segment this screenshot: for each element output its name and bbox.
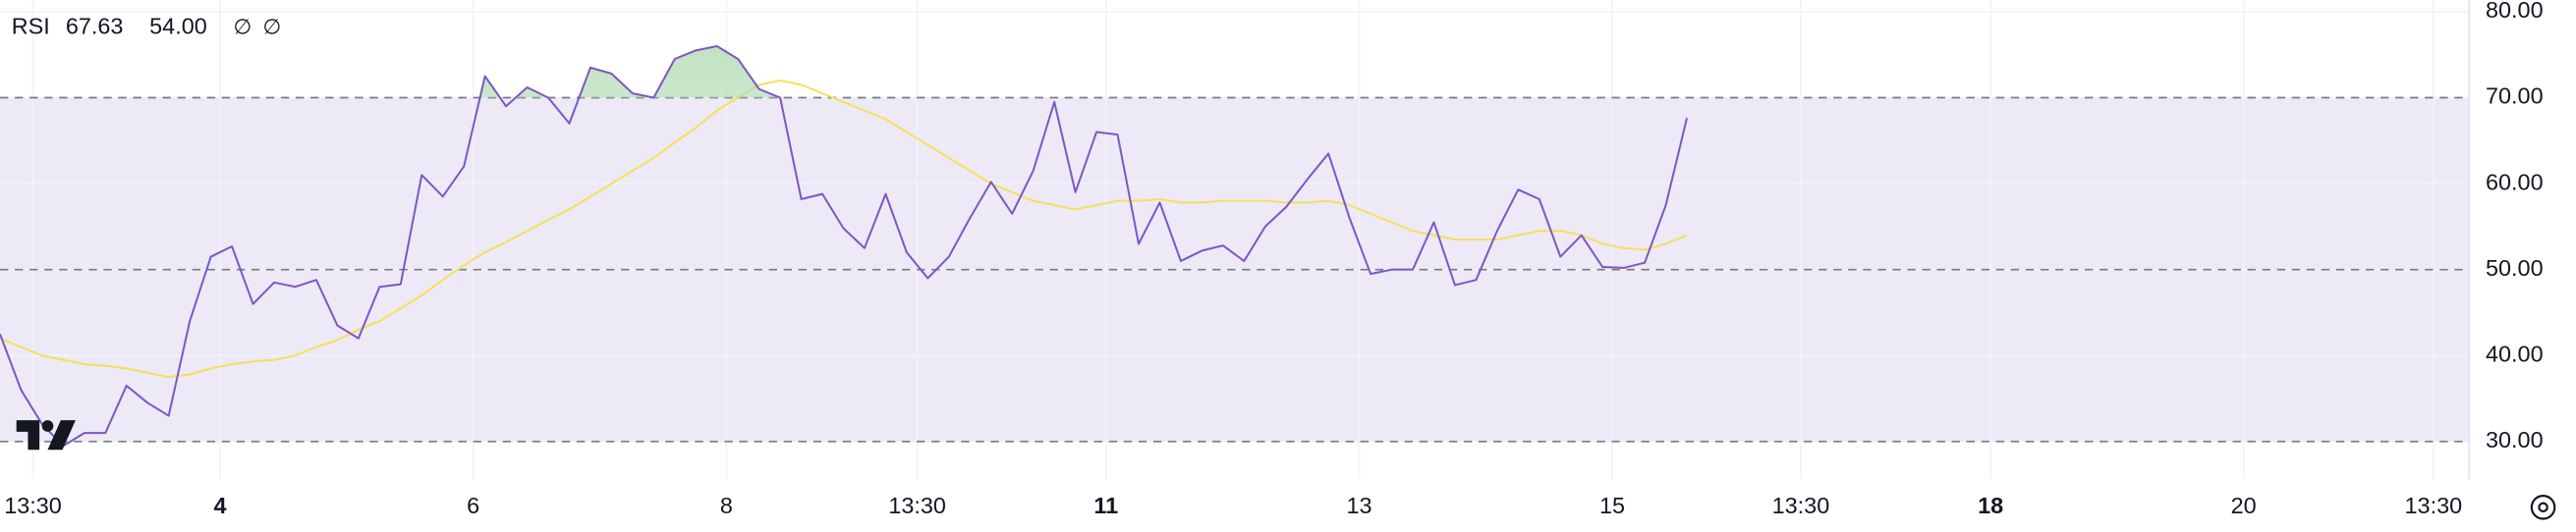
y-tick-label: 80.00 (2486, 0, 2544, 23)
legend-title: RSI (12, 14, 50, 39)
x-tick-label: 20 (2231, 493, 2257, 518)
x-tick-label: 13:30 (1772, 493, 1830, 518)
x-tick-label: 6 (467, 493, 479, 518)
y-tick-label: 60.00 (2486, 169, 2544, 194)
x-tick-label: 13:30 (4, 493, 62, 518)
x-tick-label: 18 (1978, 493, 2003, 518)
logo (16, 420, 76, 451)
x-tick-label: 13:30 (2405, 493, 2463, 518)
y-tick-label: 30.00 (2486, 427, 2544, 452)
legend-value: 67.63 (66, 14, 124, 39)
x-tick-label: 13 (1346, 493, 1372, 518)
y-tick-label: 50.00 (2486, 255, 2544, 281)
y-tick-label: 70.00 (2486, 83, 2544, 109)
x-tick-label: 13:30 (888, 493, 946, 518)
x-tick-label: 15 (1599, 493, 1625, 518)
series-line (0, 79, 1688, 379)
settings-icon[interactable] (2530, 495, 2556, 520)
x-tick-label: 4 (214, 493, 227, 518)
x-tick-label: 8 (720, 493, 733, 518)
y-tick-label: 40.00 (2486, 341, 2544, 366)
legend-value: 54.00 (149, 14, 207, 39)
legend-symbol: ∅ (233, 14, 252, 38)
x-tick-label: 11 (1093, 493, 1118, 518)
legend-symbol: ∅ (263, 14, 282, 38)
series-line (0, 44, 1689, 448)
